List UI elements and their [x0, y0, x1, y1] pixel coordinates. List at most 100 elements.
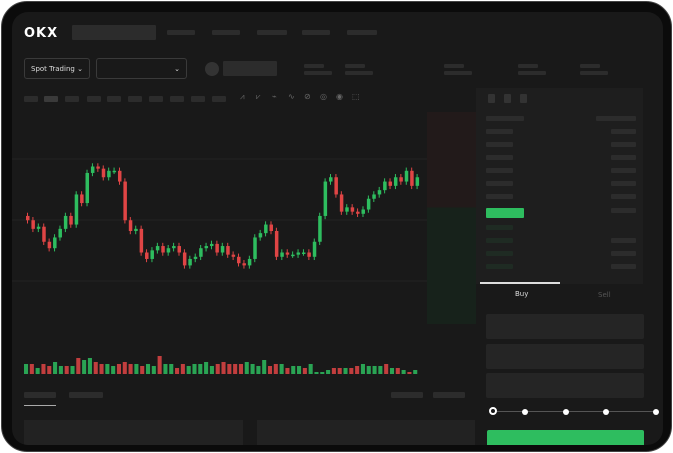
drawing-tool-icon[interactable]: ⌁ — [272, 92, 277, 101]
stat-label — [518, 64, 538, 68]
volume-bar — [331, 368, 336, 374]
timeframe-button[interactable] — [191, 96, 205, 102]
drawing-tool-icon[interactable]: ⩘ — [240, 92, 245, 101]
volume-bar — [87, 358, 92, 374]
stat-label — [304, 64, 324, 68]
slider-step[interactable] — [522, 409, 528, 415]
volume-bar — [256, 366, 261, 374]
candle — [166, 248, 171, 253]
candle — [231, 254, 236, 257]
candle — [85, 172, 90, 204]
assets-panel — [257, 420, 475, 445]
volume-bar — [227, 364, 232, 374]
stat-value — [345, 71, 373, 75]
ask-size — [611, 142, 636, 147]
candle — [393, 177, 398, 186]
sell-tab[interactable]: Sell — [598, 291, 611, 299]
volume-bar — [250, 364, 255, 374]
tab-open-orders[interactable] — [24, 392, 56, 398]
timeframe-button[interactable] — [128, 96, 142, 102]
candle — [117, 170, 122, 182]
drawing-tool-icon[interactable]: ⊘ — [304, 92, 311, 101]
volume-bar — [267, 366, 273, 374]
coin-icon — [205, 62, 219, 76]
ask-size — [611, 181, 636, 186]
active-tab-indicator — [24, 405, 56, 406]
candle — [377, 190, 382, 195]
volume-bar — [134, 364, 139, 374]
candle — [42, 226, 46, 242]
drawing-tool-icon[interactable]: ⩗ — [256, 92, 261, 101]
candle — [112, 170, 117, 173]
volume-bar — [35, 368, 40, 374]
volume-bar — [93, 362, 98, 374]
nav-item[interactable] — [257, 30, 287, 35]
bid-price — [486, 264, 513, 269]
ask-size — [611, 155, 636, 160]
search-bar[interactable] — [72, 25, 156, 40]
drawing-tool-icon[interactable]: ◎ — [320, 92, 327, 101]
timeframe-button[interactable] — [107, 96, 121, 102]
drawing-tool-icon[interactable]: ⬚ — [352, 92, 360, 101]
active-tab-indicator — [480, 282, 560, 284]
candle — [312, 241, 317, 257]
pair-dropdown[interactable]: ⌄ — [96, 58, 187, 79]
candle — [269, 224, 273, 231]
slider-step[interactable] — [563, 409, 569, 415]
candle — [301, 252, 306, 254]
buy-button[interactable] — [487, 430, 644, 445]
drawing-tool-icon[interactable]: ◉ — [336, 92, 343, 101]
drawing-tool-icon[interactable]: ∿ — [288, 92, 295, 101]
candle — [307, 252, 311, 257]
volume-bar — [128, 364, 133, 374]
candle — [134, 228, 138, 231]
volume-bar — [53, 362, 58, 374]
candle — [350, 207, 355, 212]
nav-item[interactable] — [212, 30, 240, 35]
buy-tab[interactable]: Buy — [515, 290, 529, 298]
slider-step[interactable] — [603, 409, 609, 415]
candle — [63, 215, 68, 229]
price-input[interactable] — [486, 314, 644, 339]
volume-bar — [99, 364, 104, 374]
timeframe-button[interactable] — [170, 96, 184, 102]
candle — [404, 170, 409, 182]
candle — [58, 228, 62, 238]
filter-button[interactable] — [433, 392, 465, 398]
slider-handle[interactable] — [489, 407, 497, 415]
candlestick-chart[interactable] — [12, 104, 477, 374]
timeframe-button[interactable] — [65, 96, 79, 102]
amount-input[interactable] — [486, 344, 644, 369]
volume-bar — [308, 364, 313, 374]
orderbook-view-icon — [488, 94, 495, 103]
candle — [361, 209, 365, 214]
timeframe-button[interactable] — [212, 96, 226, 102]
candle — [291, 254, 295, 257]
candle — [139, 228, 144, 253]
slider-step[interactable] — [653, 409, 659, 415]
market-type-dropdown[interactable]: Spot Trading ⌄ — [24, 58, 90, 79]
volume-bar — [105, 364, 110, 374]
total-input[interactable] — [486, 373, 644, 398]
volume-bar — [140, 366, 145, 374]
volume-bar — [58, 366, 63, 374]
volume-bar — [76, 358, 81, 374]
timeframe-button[interactable] — [87, 96, 101, 102]
nav-item[interactable] — [167, 30, 195, 35]
stat-value — [518, 71, 546, 75]
candle — [388, 181, 393, 186]
candle — [107, 170, 111, 178]
volume-bar — [401, 370, 406, 374]
timeframe-button[interactable] — [149, 96, 163, 102]
candle — [193, 256, 198, 259]
candle — [145, 252, 149, 259]
tab-history[interactable] — [69, 392, 103, 398]
candle — [372, 194, 376, 199]
timeframe-button[interactable] — [44, 96, 58, 102]
nav-item[interactable] — [347, 30, 377, 35]
amount-slider[interactable] — [489, 407, 659, 415]
volume-bar — [366, 366, 371, 374]
filter-button[interactable] — [391, 392, 423, 398]
timeframe-button[interactable] — [24, 96, 38, 102]
nav-item[interactable] — [302, 30, 330, 35]
